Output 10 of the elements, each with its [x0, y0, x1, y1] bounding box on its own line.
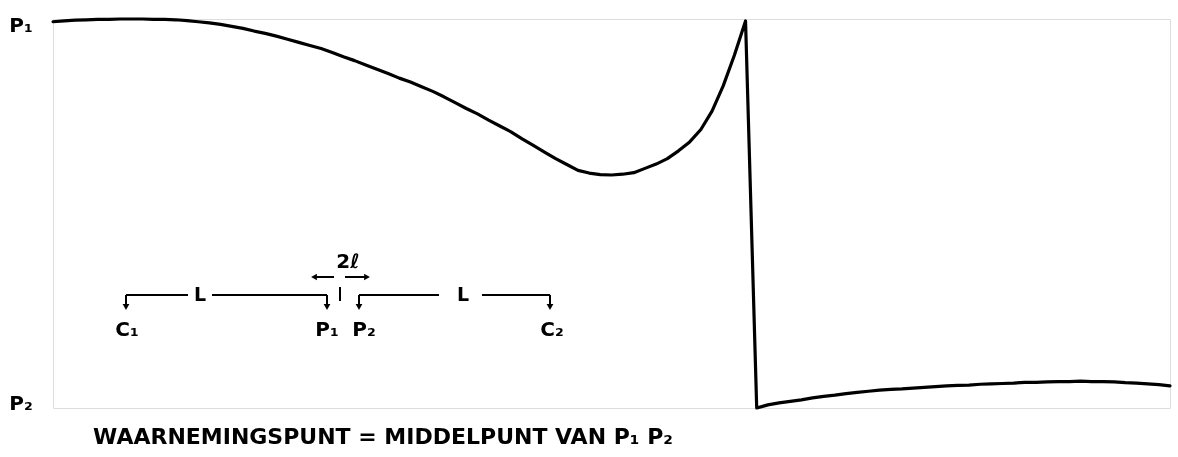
annotation: P₁ [315, 317, 339, 341]
annotation: L [193, 283, 207, 305]
annotation: C₁ [115, 317, 139, 341]
text: P₂ [9, 391, 33, 415]
annotation: P₂ [352, 317, 376, 341]
annotation: C₂ [540, 317, 564, 341]
text: WAARNEMINGSPUNT = MIDDELPUNT VAN P₁ P₂ [93, 424, 673, 449]
annotation: 2ℓ [336, 249, 360, 273]
annotation: L [456, 283, 470, 305]
text: P₁ [9, 13, 33, 37]
